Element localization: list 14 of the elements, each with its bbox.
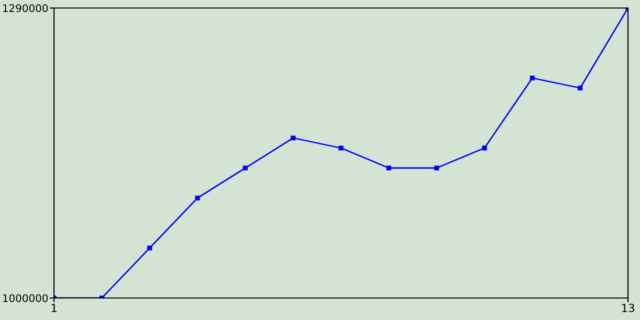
y-tick-label: 1290000 xyxy=(3,4,48,12)
point xyxy=(482,146,487,150)
x-tick-label: 13 xyxy=(622,304,634,312)
point xyxy=(290,136,296,140)
point xyxy=(386,166,392,170)
point xyxy=(242,166,248,170)
y-tick-label: 1000000 xyxy=(3,294,48,302)
point xyxy=(338,146,344,150)
point xyxy=(578,86,583,90)
point xyxy=(195,196,200,200)
point xyxy=(147,246,152,250)
point xyxy=(530,76,535,80)
x-tick-label: 1 xyxy=(52,304,57,312)
point xyxy=(434,166,440,170)
